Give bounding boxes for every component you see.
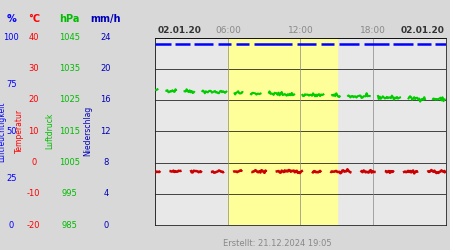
Text: 995: 995 — [62, 189, 77, 198]
Text: °C: °C — [28, 14, 40, 24]
Text: 02.01.20: 02.01.20 — [158, 26, 202, 35]
Text: 75: 75 — [6, 80, 17, 89]
Text: 1015: 1015 — [59, 127, 80, 136]
Text: 16: 16 — [100, 96, 111, 104]
Text: %: % — [6, 14, 16, 24]
Text: 1025: 1025 — [59, 96, 80, 104]
Bar — [228, 38, 337, 225]
Text: 0: 0 — [103, 220, 108, 230]
Text: Luftfeuchtigkeit: Luftfeuchtigkeit — [0, 101, 6, 162]
Text: mm/h: mm/h — [90, 14, 121, 24]
Text: Temperatur: Temperatur — [15, 109, 24, 153]
Text: 100: 100 — [4, 33, 19, 42]
Text: 12: 12 — [100, 127, 111, 136]
Text: 1035: 1035 — [59, 64, 80, 73]
Text: 0: 0 — [31, 158, 36, 167]
Text: 12:00: 12:00 — [288, 26, 313, 35]
Text: 02.01.20: 02.01.20 — [401, 26, 445, 35]
Text: 30: 30 — [28, 64, 39, 73]
Text: 1045: 1045 — [59, 33, 80, 42]
Text: 4: 4 — [103, 189, 108, 198]
Text: 20: 20 — [100, 64, 111, 73]
Text: -20: -20 — [27, 220, 40, 230]
Text: 50: 50 — [6, 127, 17, 136]
Text: 10: 10 — [28, 127, 39, 136]
Text: 1005: 1005 — [59, 158, 80, 167]
Text: 06:00: 06:00 — [215, 26, 241, 35]
Text: 18:00: 18:00 — [360, 26, 386, 35]
Text: 8: 8 — [103, 158, 108, 167]
Text: 985: 985 — [62, 220, 78, 230]
Text: hPa: hPa — [59, 14, 80, 24]
Text: 25: 25 — [6, 174, 17, 182]
Text: Niederschlag: Niederschlag — [83, 106, 92, 156]
Text: 40: 40 — [28, 33, 39, 42]
Text: 0: 0 — [9, 220, 14, 230]
Text: Erstellt: 21.12.2024 19:05: Erstellt: 21.12.2024 19:05 — [223, 238, 332, 248]
Text: 24: 24 — [100, 33, 111, 42]
Text: Luftdruck: Luftdruck — [45, 113, 54, 150]
Text: 20: 20 — [28, 96, 39, 104]
Text: -10: -10 — [27, 189, 40, 198]
